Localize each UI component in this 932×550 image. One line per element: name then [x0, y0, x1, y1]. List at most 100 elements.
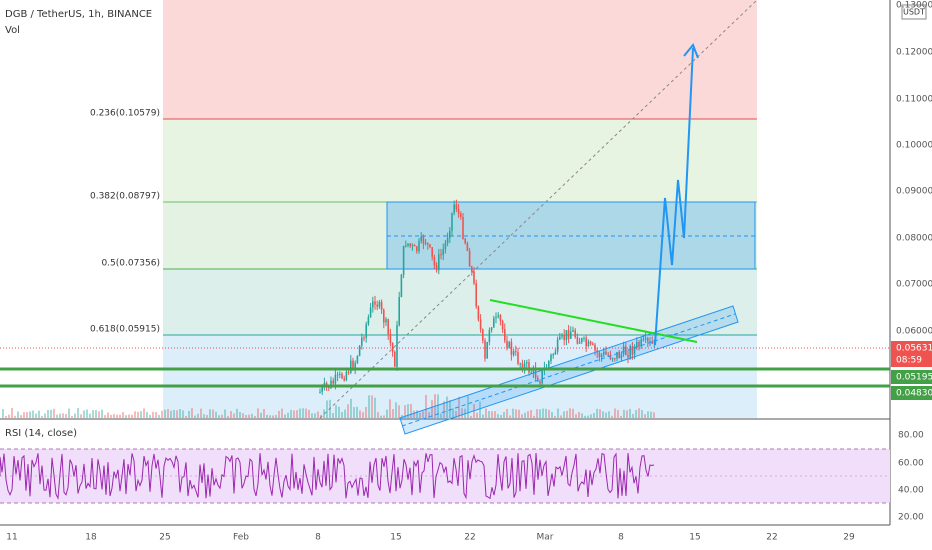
candle-body	[391, 342, 394, 352]
volume-bar	[155, 412, 157, 418]
volume-bar	[341, 411, 343, 418]
volume-bar	[191, 408, 193, 418]
candle-body	[581, 338, 583, 343]
volume-bar	[374, 397, 376, 418]
date-tick-label: 22	[464, 533, 475, 543]
volume-bar	[77, 408, 79, 418]
support-price: 0.05195	[896, 373, 932, 383]
volume-bar	[38, 410, 40, 418]
date-tick-label: 25	[159, 533, 170, 543]
volume-bar	[224, 409, 226, 418]
volume-bar	[143, 408, 145, 418]
volume-bar	[14, 415, 16, 418]
date-tick-label: 18	[85, 533, 97, 543]
volume-bar	[8, 414, 10, 418]
candle-body	[473, 271, 475, 284]
candle-body	[611, 358, 614, 360]
last-price: 0.05631	[896, 344, 932, 354]
volume-bar	[533, 415, 535, 418]
volume-bar	[218, 415, 220, 418]
volume-bar	[347, 404, 349, 418]
volume-bar	[512, 408, 514, 418]
volume-bar	[74, 413, 76, 418]
volume-bar	[233, 413, 235, 418]
currency-label[interactable]: USDT	[903, 8, 925, 17]
volume-bar	[275, 415, 277, 418]
volume-bar	[302, 408, 304, 418]
candle-body	[574, 330, 576, 338]
candle-body	[537, 378, 539, 382]
candle-body	[561, 334, 563, 337]
volume-bar	[593, 413, 595, 418]
volume-bar	[356, 406, 358, 418]
candle-body	[563, 334, 565, 341]
volume-bar	[455, 411, 457, 418]
volume-bar	[560, 415, 562, 418]
volume-bar	[590, 414, 592, 418]
candle-body	[521, 363, 524, 371]
volume-bar	[104, 415, 106, 418]
candle-body	[567, 330, 570, 339]
candle-body	[589, 341, 592, 344]
candle-body	[616, 351, 618, 359]
volume-bar	[53, 408, 55, 418]
candle-body	[334, 374, 337, 384]
candle-body	[539, 381, 541, 384]
candle-body	[636, 341, 638, 347]
volume-bar	[482, 414, 484, 418]
candle-body	[330, 380, 332, 389]
candle-body	[367, 317, 370, 325]
volume-bar	[380, 415, 382, 418]
volume-bar	[632, 413, 634, 418]
volume-bar	[71, 415, 73, 418]
volume-bar	[335, 404, 337, 418]
candle-body	[411, 245, 414, 247]
volume-bar	[431, 400, 433, 418]
candle-body	[501, 320, 504, 330]
candle-body	[339, 373, 341, 375]
volume-bar	[644, 414, 646, 418]
price-tick-label: 0.07000	[896, 280, 932, 290]
volume-bar	[56, 414, 58, 418]
volume-bar	[140, 411, 142, 418]
candle-body	[614, 358, 616, 360]
price-tick-label: 0.10000	[896, 141, 932, 151]
volume-bar	[557, 408, 559, 418]
candle-body	[350, 360, 352, 373]
volume-bar	[536, 409, 538, 418]
volume-bar	[113, 413, 115, 418]
candle-body	[451, 212, 453, 231]
candle-body	[486, 342, 488, 359]
volume-bar	[170, 410, 172, 418]
candle-body	[642, 339, 645, 341]
candle-body	[352, 360, 354, 370]
volume-bar	[383, 415, 385, 418]
volume-bar	[554, 415, 556, 418]
volume-bar	[371, 395, 373, 418]
candle-body	[398, 297, 400, 326]
volume-bar	[212, 409, 214, 418]
volume-bar	[257, 408, 259, 418]
volume-bar	[362, 412, 364, 418]
candle-body	[444, 242, 447, 250]
candle-body	[405, 245, 407, 247]
candle-body	[512, 351, 515, 355]
candle-body	[378, 301, 381, 307]
volume-bar	[344, 409, 346, 418]
candle-body	[506, 340, 508, 348]
volume-bar	[215, 411, 217, 418]
candle-body	[576, 337, 579, 344]
volume-bar	[101, 409, 103, 418]
volume-bar	[119, 414, 121, 418]
volume-bar	[239, 411, 241, 418]
volume-bar	[263, 409, 265, 418]
candle-body	[462, 216, 464, 239]
price-tick-label: 0.08000	[896, 234, 932, 244]
volume-bar	[80, 414, 82, 418]
volume-bar	[320, 414, 322, 418]
candle-body	[435, 265, 438, 271]
volume-bar	[62, 413, 64, 418]
candle-body	[438, 254, 440, 271]
volume-bar	[230, 411, 232, 418]
volume-bar	[251, 413, 253, 418]
